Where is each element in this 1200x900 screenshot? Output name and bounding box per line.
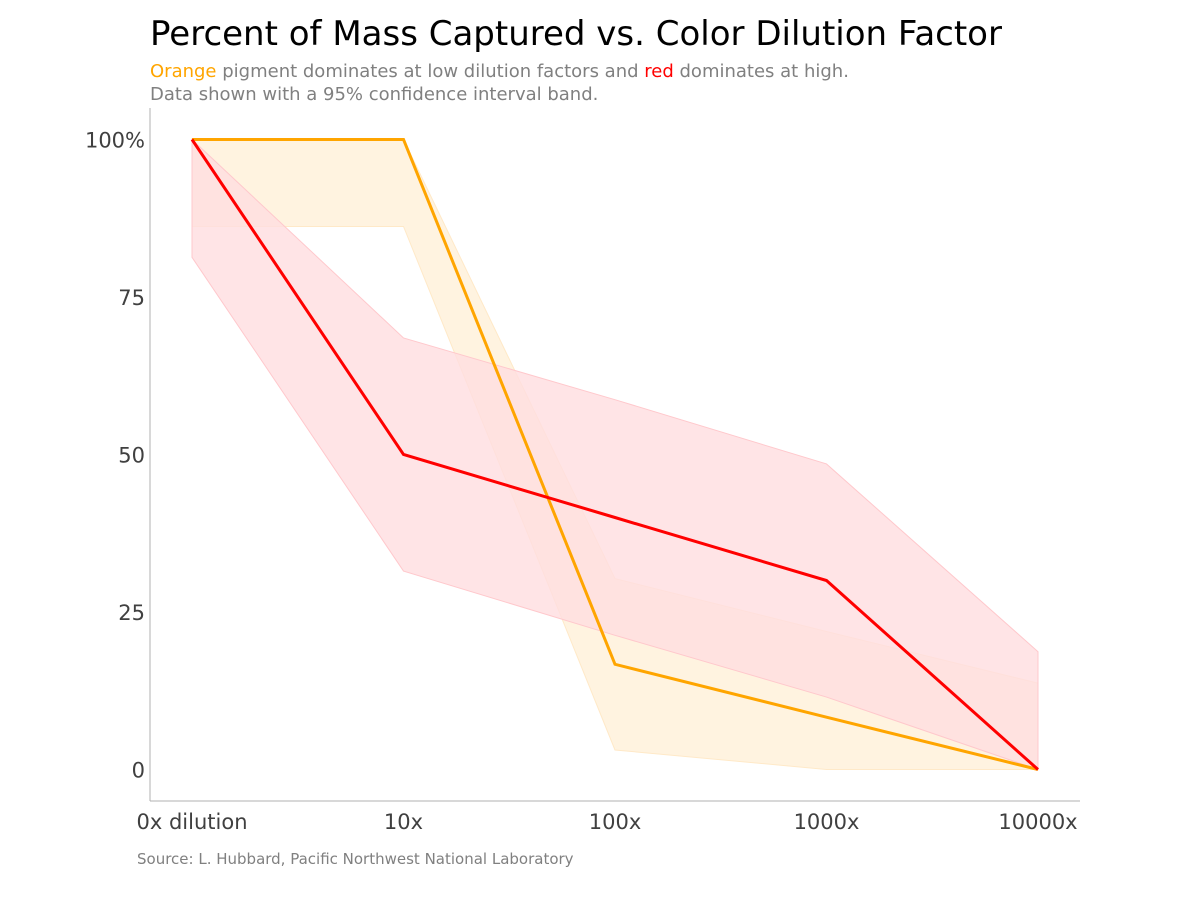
- subtitle-text-end: dominates at high.: [673, 61, 849, 82]
- chart-subtitle: Orange pigment dominates at low dilution…: [150, 60, 849, 106]
- x-tick-label: 10000x: [998, 810, 1077, 834]
- source-note: Source: L. Hubbard, Pacific Northwest Na…: [137, 850, 574, 868]
- x-tick-label: 100x: [589, 810, 642, 834]
- x-tick-label: 10x: [384, 810, 423, 834]
- x-tick-label: 0x dilution: [137, 810, 248, 834]
- chart-title: Percent of Mass Captured vs. Color Dilut…: [150, 14, 1002, 54]
- series-line-0: [192, 138, 1039, 771]
- y-tick-label: 50: [118, 444, 145, 468]
- y-tick-label: 75: [118, 286, 145, 310]
- series-line-1: [190, 138, 1039, 771]
- x-tick-label: 1000x: [794, 810, 860, 834]
- y-tick-label: 25: [118, 601, 145, 625]
- confidence-bands: [191, 138, 1039, 771]
- subtitle-line-1: Orange pigment dominates at low dilution…: [150, 60, 849, 83]
- subtitle-red-word: red: [644, 61, 674, 82]
- y-tick-labels: 0 25 50 75 100%: [85, 129, 145, 783]
- axes: [149, 108, 1080, 802]
- subtitle-text-mid: pigment dominates at low dilution factor…: [216, 61, 645, 82]
- subtitle-line-2: Data shown with a 95% confidence interva…: [150, 84, 599, 105]
- y-tick-label: 100%: [85, 129, 145, 153]
- x-tick-labels: 0x dilution 10x 100x 1000x 10000x: [137, 810, 1078, 834]
- subtitle-orange-word: Orange: [150, 61, 217, 82]
- series-lines: [190, 138, 1039, 771]
- y-tick-label: 0: [132, 759, 145, 783]
